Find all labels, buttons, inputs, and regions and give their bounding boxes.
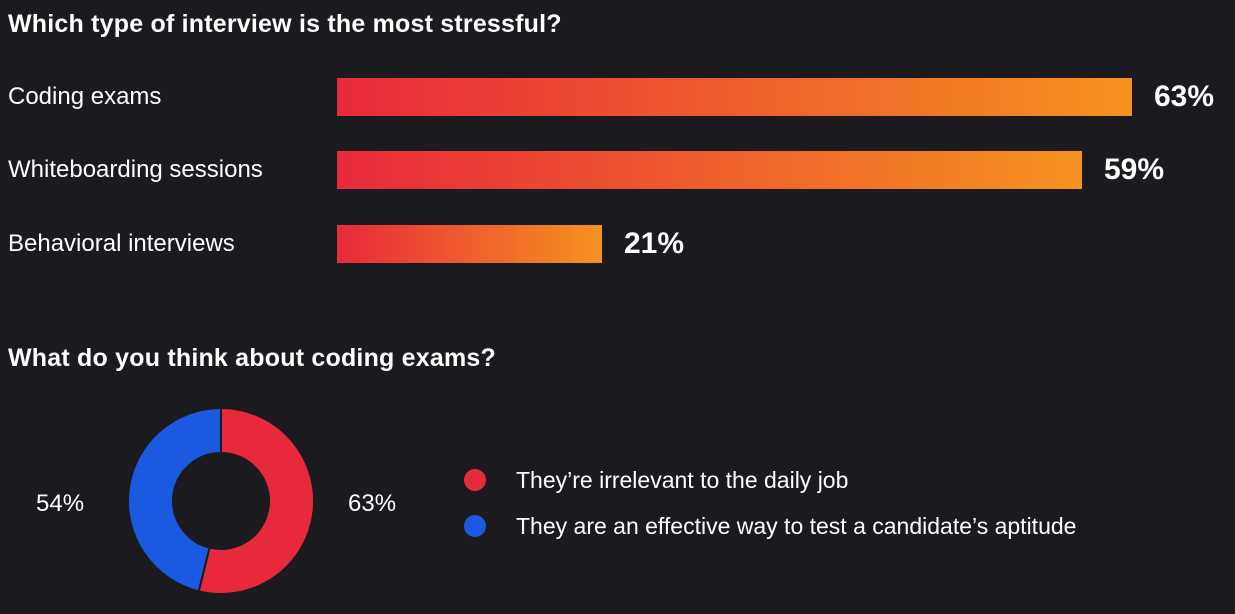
donut-value-label-irrelevant: 63% (348, 490, 397, 517)
legend-dot-blue (464, 515, 486, 537)
bar-behavioral-interviews (337, 225, 602, 263)
bar-value-label: 59% (1104, 153, 1165, 186)
bar-whiteboarding-sessions (337, 151, 1082, 189)
donut-slice-1 (127, 406, 222, 593)
donut-svg (127, 406, 315, 595)
donut-chart-title: What do you think about coding exams? (8, 344, 496, 372)
legend-label: They’re irrelevant to the daily job (516, 467, 849, 493)
bar-coding-exams (337, 78, 1132, 116)
bar-category-label: Behavioral interviews (8, 230, 235, 257)
bar-category-label: Whiteboarding sessions (8, 156, 263, 183)
donut-slice-0 (197, 406, 315, 595)
legend-dot-red (464, 469, 486, 491)
bar-chart-title: Which type of interview is the most stre… (8, 10, 562, 38)
bar-value-label: 21% (624, 227, 685, 260)
donut-chart: 54% 63% They’re irrelevant to the daily … (0, 395, 1235, 614)
bar-value-label: 63% (1154, 80, 1215, 113)
bar-category-label: Coding exams (8, 83, 162, 110)
legend-label: They are an effective way to test a cand… (516, 513, 1077, 539)
donut-value-label-effective: 54% (36, 490, 85, 517)
